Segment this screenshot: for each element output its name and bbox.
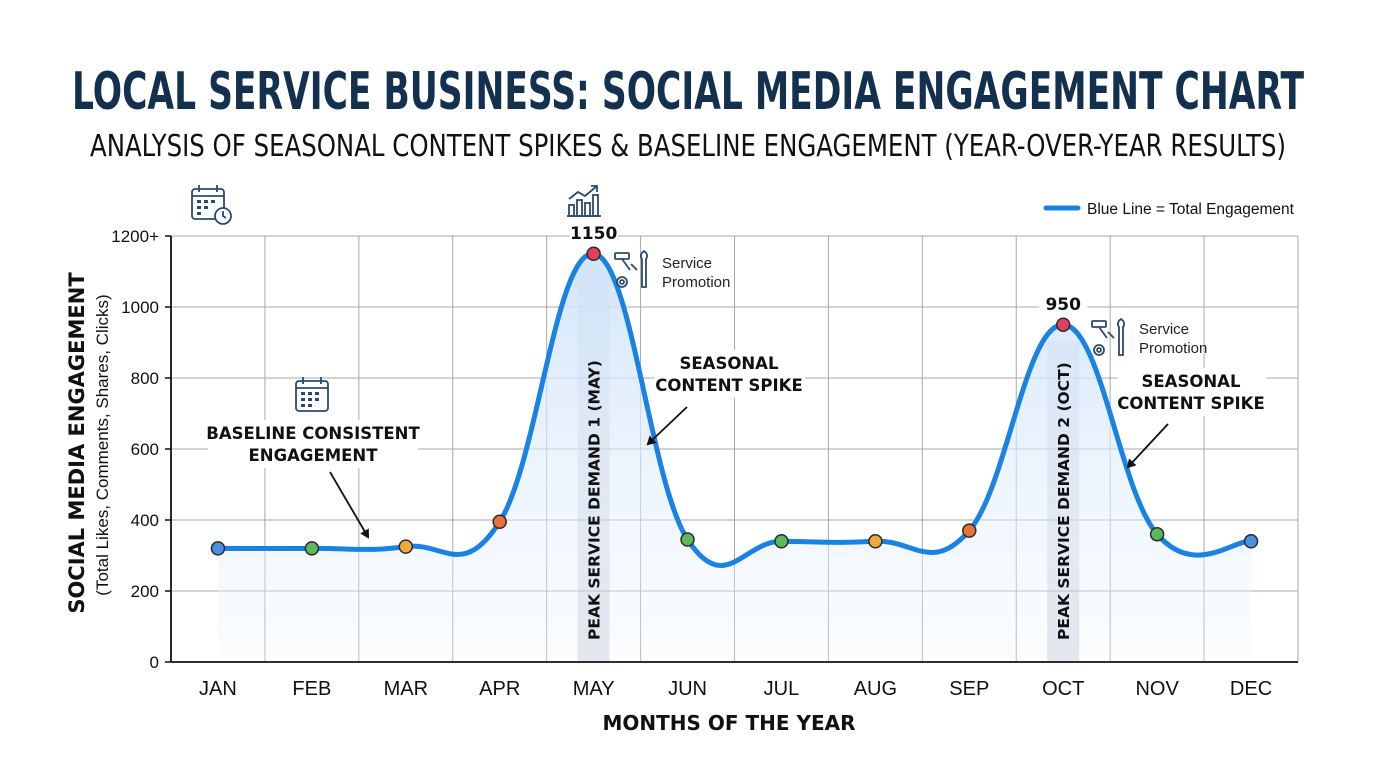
y-tick-label: 800	[131, 369, 159, 388]
tools-gear-icon	[1091, 318, 1125, 356]
data-point	[1149, 526, 1165, 542]
x-tick-label: DEC	[1230, 678, 1272, 700]
x-tick-label: APR	[479, 678, 520, 700]
annotation-spike-1: SEASONAL CONTENT SPIKE	[646, 350, 805, 446]
promo-label-2-line-2: Promotion	[1139, 340, 1207, 357]
series-area	[217, 253, 1252, 662]
calendar-icon	[295, 377, 329, 412]
chart-title: LOCAL SERVICE BUSINESS: SOCIAL MEDIA ENG…	[72, 62, 1304, 122]
promo-label-1-line-1: Service	[662, 255, 712, 272]
peak-band-label: PEAK SERVICE DEMAND 1 (MAY)	[586, 360, 604, 640]
peak-value-label: 1150	[570, 224, 617, 244]
data-point	[1055, 317, 1071, 332]
x-tick-label: JAN	[199, 678, 237, 700]
y-axis-subtitle: (Total Likes, Comments, Shares, Clicks)	[93, 294, 112, 595]
x-tick-label: MAR	[384, 678, 428, 700]
y-tick-label: 400	[131, 511, 159, 530]
annotation-spike-1-line-1: SEASONAL	[680, 354, 779, 373]
series-line	[215, 251, 1254, 568]
peak-value-bg	[1039, 292, 1088, 313]
promo-label-1-line-2: Promotion	[662, 274, 730, 291]
peak-value-bg	[569, 221, 618, 242]
axes-layer: 0 200 400 600 800 1000 1200+ JAN FEB MAR APR MAY JUN…	[111, 227, 1298, 700]
area-layer	[217, 253, 1252, 662]
y-axis-title: SOCIAL MEDIA ENGAGEMENT	[65, 272, 89, 614]
chart-subtitle: ANALYSIS OF SEASONAL CONTENT SPIKES & BA…	[90, 129, 1286, 164]
data-point	[398, 539, 414, 554]
y-tick-label: 200	[131, 582, 159, 601]
tools-gear-icon	[614, 250, 648, 288]
annotation-spike-2: SEASONAL CONTENT SPIKE	[1117, 368, 1266, 469]
x-tick-label: NOV	[1135, 678, 1179, 700]
x-tick-label: JUN	[668, 678, 707, 700]
data-point	[680, 532, 695, 547]
data-point	[868, 534, 883, 549]
x-tick-label: OCT	[1042, 678, 1084, 700]
x-tick-label: AUG	[854, 678, 897, 700]
label-layer: 1150 950	[569, 221, 1088, 315]
annotation-spike-2-arrow	[1126, 423, 1169, 469]
bar-chart-growth-icon	[567, 185, 601, 217]
annotation-baseline: BASELINE CONSISTENT ENGAGEMENT	[206, 420, 420, 539]
promo-label-2-line-1: Service	[1139, 321, 1189, 338]
x-axis-title: MONTHS OF THE YEAR	[602, 711, 855, 735]
annotation-baseline-line-2: ENGAGEMENT	[249, 446, 379, 465]
data-point	[586, 246, 601, 261]
annotation-spike-1-arrow	[646, 406, 688, 446]
x-tick-label: MAY	[573, 678, 615, 700]
legend: Blue Line = Total Engagement	[1043, 201, 1295, 218]
band-label-layer: PEAK SERVICE DEMAND 1 (MAY) PEAK SERVICE …	[586, 360, 1074, 640]
data-point	[1243, 534, 1259, 549]
annotation-spike-2-line-2: CONTENT SPIKE	[1117, 394, 1264, 413]
annotation-baseline-line-1: BASELINE CONSISTENT	[206, 424, 420, 443]
annotation-spike-2-line-1: SEASONAL	[1142, 372, 1241, 391]
y-tick-label: 0	[150, 653, 159, 672]
data-point	[492, 514, 507, 530]
data-point	[210, 541, 226, 556]
legend-label: Blue Line = Total Engagement	[1087, 201, 1295, 218]
x-tick-label: SEP	[949, 678, 989, 700]
line-layer	[215, 251, 1254, 568]
annotation-spike-1-line-2: CONTENT SPIKE	[655, 376, 802, 395]
y-tick-label: 600	[131, 440, 159, 459]
x-tick-label: JUL	[764, 678, 800, 700]
marker-layer	[210, 246, 1259, 556]
calendar-clock-icon	[191, 185, 232, 225]
y-tick-label: 1000	[121, 298, 159, 317]
data-point	[774, 534, 789, 549]
annotation-baseline-arrow	[329, 471, 370, 539]
peak-value-label: 950	[1045, 295, 1081, 315]
x-tick-label: FEB	[292, 678, 331, 700]
y-tick-label: 1200+	[111, 227, 159, 246]
data-point	[304, 541, 320, 556]
data-point	[962, 523, 977, 538]
peak-band-label: PEAK SERVICE DEMAND 2 (OCT)	[1055, 362, 1073, 640]
